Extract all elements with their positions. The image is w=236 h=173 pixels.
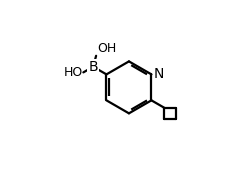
Text: HO: HO (63, 66, 83, 79)
Text: N: N (154, 67, 164, 81)
Text: B: B (88, 60, 98, 74)
Text: OH: OH (97, 42, 116, 55)
